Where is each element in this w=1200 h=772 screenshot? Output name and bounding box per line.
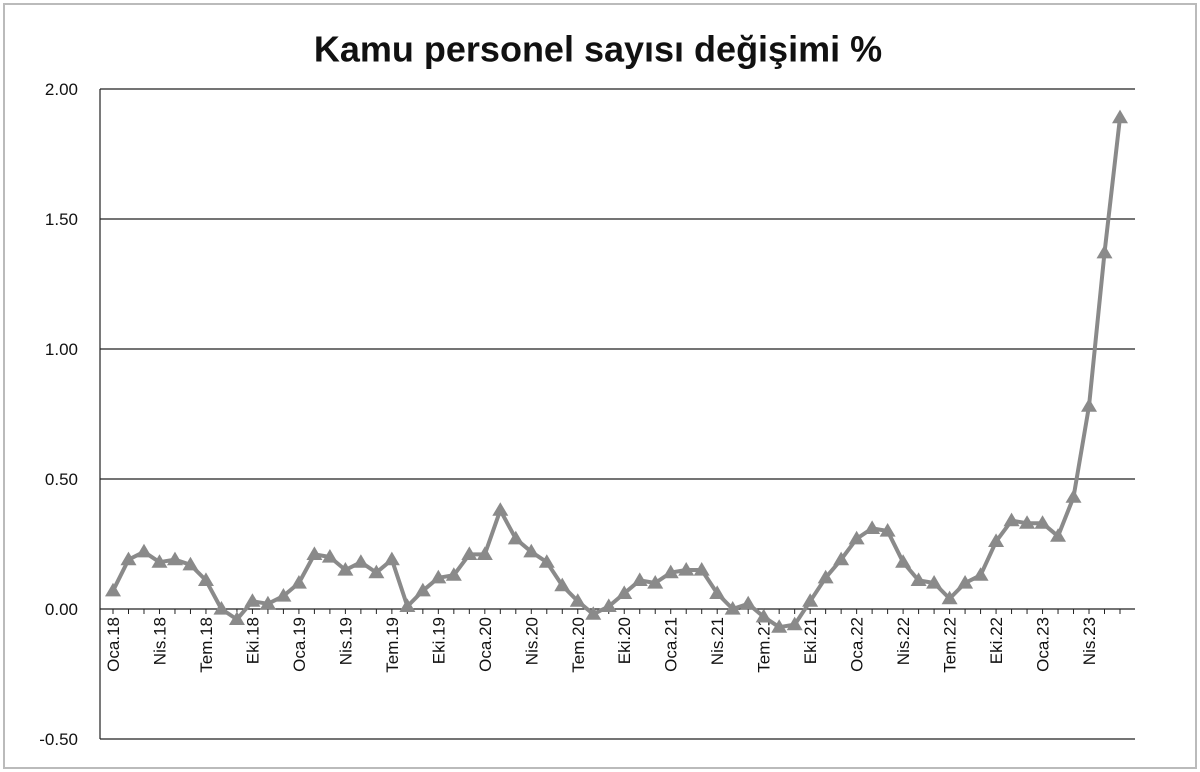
data-point — [585, 606, 602, 620]
data-point — [414, 582, 431, 597]
data-point — [197, 572, 214, 586]
y-tick-label: 0.00 — [45, 600, 78, 619]
data-point — [771, 619, 788, 633]
data-point — [678, 562, 695, 576]
data-point — [709, 585, 726, 599]
data-point — [1081, 398, 1098, 412]
data-point — [430, 569, 447, 584]
data-point — [259, 595, 276, 610]
chart-title: Kamu personel sayısı değişimi % — [314, 29, 882, 70]
data-point — [1065, 489, 1082, 503]
x-tick-label: Oca.23 — [1034, 617, 1053, 672]
data-point — [213, 601, 230, 615]
x-tick-label: Eki.21 — [801, 617, 820, 664]
x-tick-label: Oca.20 — [476, 617, 495, 672]
data-point — [848, 530, 865, 545]
data-point — [724, 601, 741, 615]
y-tick-label: 2.00 — [45, 80, 78, 99]
data-point — [523, 543, 540, 558]
x-tick-label: Tem.22 — [941, 617, 960, 673]
y-tick-label: 1.00 — [45, 340, 78, 359]
data-point — [879, 523, 896, 537]
data-point — [445, 567, 462, 581]
data-point — [1034, 515, 1051, 529]
data-point — [647, 575, 664, 589]
data-point — [135, 543, 152, 558]
x-tick-label: Nis.22 — [894, 617, 913, 665]
x-tick-label: Eki.20 — [615, 617, 634, 664]
data-point — [833, 551, 850, 566]
data-point — [972, 567, 989, 581]
data-point — [662, 564, 679, 579]
data-point — [895, 554, 912, 568]
x-tick-label: Nis.18 — [150, 617, 169, 665]
data-point — [492, 502, 509, 516]
data-point — [120, 551, 137, 566]
x-tick-label: Nis.19 — [336, 617, 355, 665]
x-tick-label: Oca.21 — [662, 617, 681, 672]
data-point — [105, 582, 121, 597]
data-point — [352, 554, 369, 568]
data-point — [941, 590, 958, 605]
data-point — [786, 616, 803, 631]
x-tick-label: Nis.21 — [708, 617, 727, 665]
data-point — [693, 562, 710, 576]
x-tick-label: Nis.23 — [1080, 617, 1099, 665]
data-point — [321, 549, 338, 563]
x-tick-label: Eki.18 — [243, 617, 262, 664]
data-point — [228, 611, 245, 625]
data-point — [1112, 109, 1128, 124]
data-point — [1003, 512, 1020, 527]
x-tick-label: Eki.19 — [429, 617, 448, 664]
data-point — [802, 593, 819, 607]
data-point — [910, 572, 927, 586]
data-point — [306, 546, 323, 560]
data-point — [554, 577, 571, 592]
data-point — [1096, 244, 1113, 259]
data-point — [182, 556, 199, 571]
data-point — [817, 569, 834, 584]
data-point — [988, 533, 1005, 547]
data-point — [290, 575, 307, 589]
data-point — [507, 530, 524, 545]
data-point — [926, 575, 943, 589]
data-point — [569, 593, 586, 607]
data-point — [399, 598, 416, 612]
data-point — [616, 585, 633, 599]
data-point — [740, 595, 757, 610]
data-point — [166, 551, 183, 566]
data-point — [1019, 515, 1036, 529]
x-tick-label: Oca.18 — [104, 617, 123, 672]
x-tick-label: Nis.20 — [522, 617, 541, 665]
data-point — [383, 551, 400, 566]
x-tick-label: Tem.18 — [197, 617, 216, 673]
data-point — [461, 546, 478, 560]
data-point — [631, 572, 648, 586]
data-point — [368, 564, 385, 579]
data-point — [476, 546, 493, 560]
x-tick-label: Oca.19 — [290, 617, 309, 672]
data-point — [755, 608, 772, 623]
y-tick-label: 0.50 — [45, 470, 78, 489]
x-tick-label: Tem.20 — [569, 617, 588, 673]
data-point — [600, 598, 617, 612]
data-point — [864, 520, 881, 534]
data-point — [244, 593, 261, 607]
x-tick-label: Eki.22 — [987, 617, 1006, 664]
data-point — [538, 554, 555, 568]
chart-frame — [3, 3, 1197, 769]
data-point — [337, 562, 354, 576]
x-tick-label: Oca.22 — [848, 617, 867, 672]
data-point — [275, 588, 292, 602]
data-point — [1050, 528, 1067, 542]
x-tick-label: Tem.19 — [383, 617, 402, 673]
data-point — [151, 554, 168, 568]
y-tick-label: 1.50 — [45, 210, 78, 229]
x-tick-label: Tem.21 — [755, 617, 774, 673]
data-point — [957, 575, 974, 589]
y-tick-label: -0.50 — [39, 730, 78, 749]
